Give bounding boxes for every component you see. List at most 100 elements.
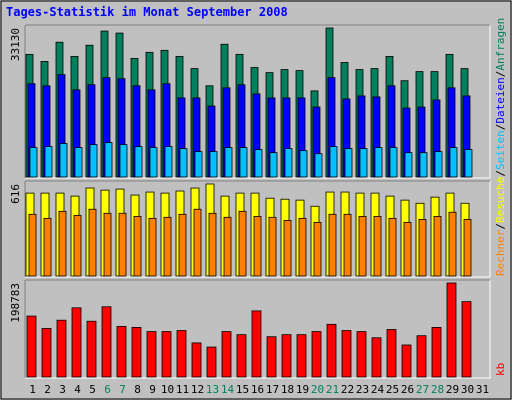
bar: [116, 325, 127, 378]
bar: [179, 148, 188, 178]
bar: [208, 212, 217, 277]
bar: [418, 218, 427, 277]
bar: [296, 334, 307, 378]
x-tick-label: 23: [356, 383, 369, 396]
bar: [148, 217, 157, 277]
bar: [463, 218, 472, 277]
bar: [313, 221, 322, 277]
bar: [311, 331, 322, 378]
bar: [268, 216, 277, 277]
legend-separator: /: [494, 71, 507, 78]
bar: [284, 148, 293, 178]
bar: [371, 337, 382, 378]
x-tick-label: 16: [251, 383, 264, 396]
bar: [86, 320, 97, 378]
bar: [356, 331, 367, 378]
x-tick-label: 30: [461, 383, 474, 396]
x-tick-label: 2: [44, 383, 51, 396]
bar: [374, 147, 383, 178]
bar: [328, 213, 337, 277]
legend: Rechner/Besuche/Seiten/Dateien/Anfragen: [494, 18, 507, 276]
bar: [326, 323, 337, 378]
bar: [224, 147, 233, 178]
bar: [193, 208, 202, 277]
bar: [253, 216, 262, 277]
bar: [223, 216, 232, 277]
bar: [434, 151, 443, 178]
legend-separator: /: [494, 223, 507, 230]
bar: [431, 327, 442, 378]
bar: [419, 152, 428, 178]
x-tick-label: 29: [446, 383, 459, 396]
bar: [236, 334, 247, 378]
bar: [28, 213, 37, 277]
bar: [178, 213, 187, 277]
bar: [359, 148, 368, 178]
x-tick-label: 8: [134, 383, 141, 396]
x-tick-label: 25: [386, 383, 399, 396]
bar: [401, 344, 412, 378]
x-tick-label: 12: [191, 383, 204, 396]
legend-separator: /: [494, 170, 507, 177]
bar: [74, 147, 83, 178]
chart-title: Tages-Statistik im Monat September 2008: [6, 5, 288, 19]
legend-entry: Anfragen: [494, 18, 507, 71]
bar: [416, 335, 427, 378]
bar: [344, 148, 353, 178]
bar: [88, 208, 97, 277]
x-tick-label: 6: [104, 383, 111, 396]
legend-separator: /: [494, 124, 507, 131]
bar: [206, 346, 217, 378]
bar: [329, 146, 338, 178]
bar: [448, 211, 457, 277]
x-tick-label: 27: [416, 383, 429, 396]
x-tick-label: 21: [326, 383, 339, 396]
bar: [146, 331, 157, 378]
bar: [26, 315, 37, 378]
y-tick-label: 198783: [9, 283, 22, 323]
bar: [239, 147, 248, 178]
bar: [386, 329, 397, 378]
x-tick-label: 13: [206, 383, 219, 396]
bar: [461, 301, 472, 378]
bar: [59, 143, 68, 178]
x-tick-label: 17: [266, 383, 279, 396]
bar: [101, 306, 112, 378]
bar: [29, 147, 38, 178]
x-tick-label: 9: [149, 383, 156, 396]
bar: [281, 334, 292, 378]
bar: [58, 210, 67, 277]
bar: [161, 331, 172, 378]
legend-entry: Dateien: [494, 77, 507, 123]
bar: [358, 216, 367, 277]
x-tick-label: 11: [176, 383, 189, 396]
bar: [389, 147, 398, 178]
bar: [269, 152, 278, 178]
bar: [254, 149, 263, 178]
x-tick-label: 14: [221, 383, 235, 396]
bar: [133, 216, 142, 277]
x-tick-label: 24: [371, 383, 385, 396]
legend-entry: Rechner: [494, 229, 507, 276]
bar: [176, 330, 187, 378]
bar: [433, 216, 442, 277]
bar: [266, 336, 277, 378]
bar: [299, 150, 308, 178]
bar: [403, 221, 412, 277]
bar: [89, 144, 98, 178]
x-tick-label: 28: [431, 383, 444, 396]
x-tick-label: 26: [401, 383, 414, 396]
bar: [449, 147, 458, 178]
bar: [163, 216, 172, 277]
bar: [41, 328, 52, 378]
x-tick-label: 18: [281, 383, 294, 396]
bar: [314, 153, 323, 178]
x-tick-label: 7: [119, 383, 126, 396]
x-tick-label: 31: [476, 383, 489, 396]
bar: [446, 282, 457, 378]
x-tick-label: 4: [74, 383, 81, 396]
bar: [298, 217, 307, 277]
